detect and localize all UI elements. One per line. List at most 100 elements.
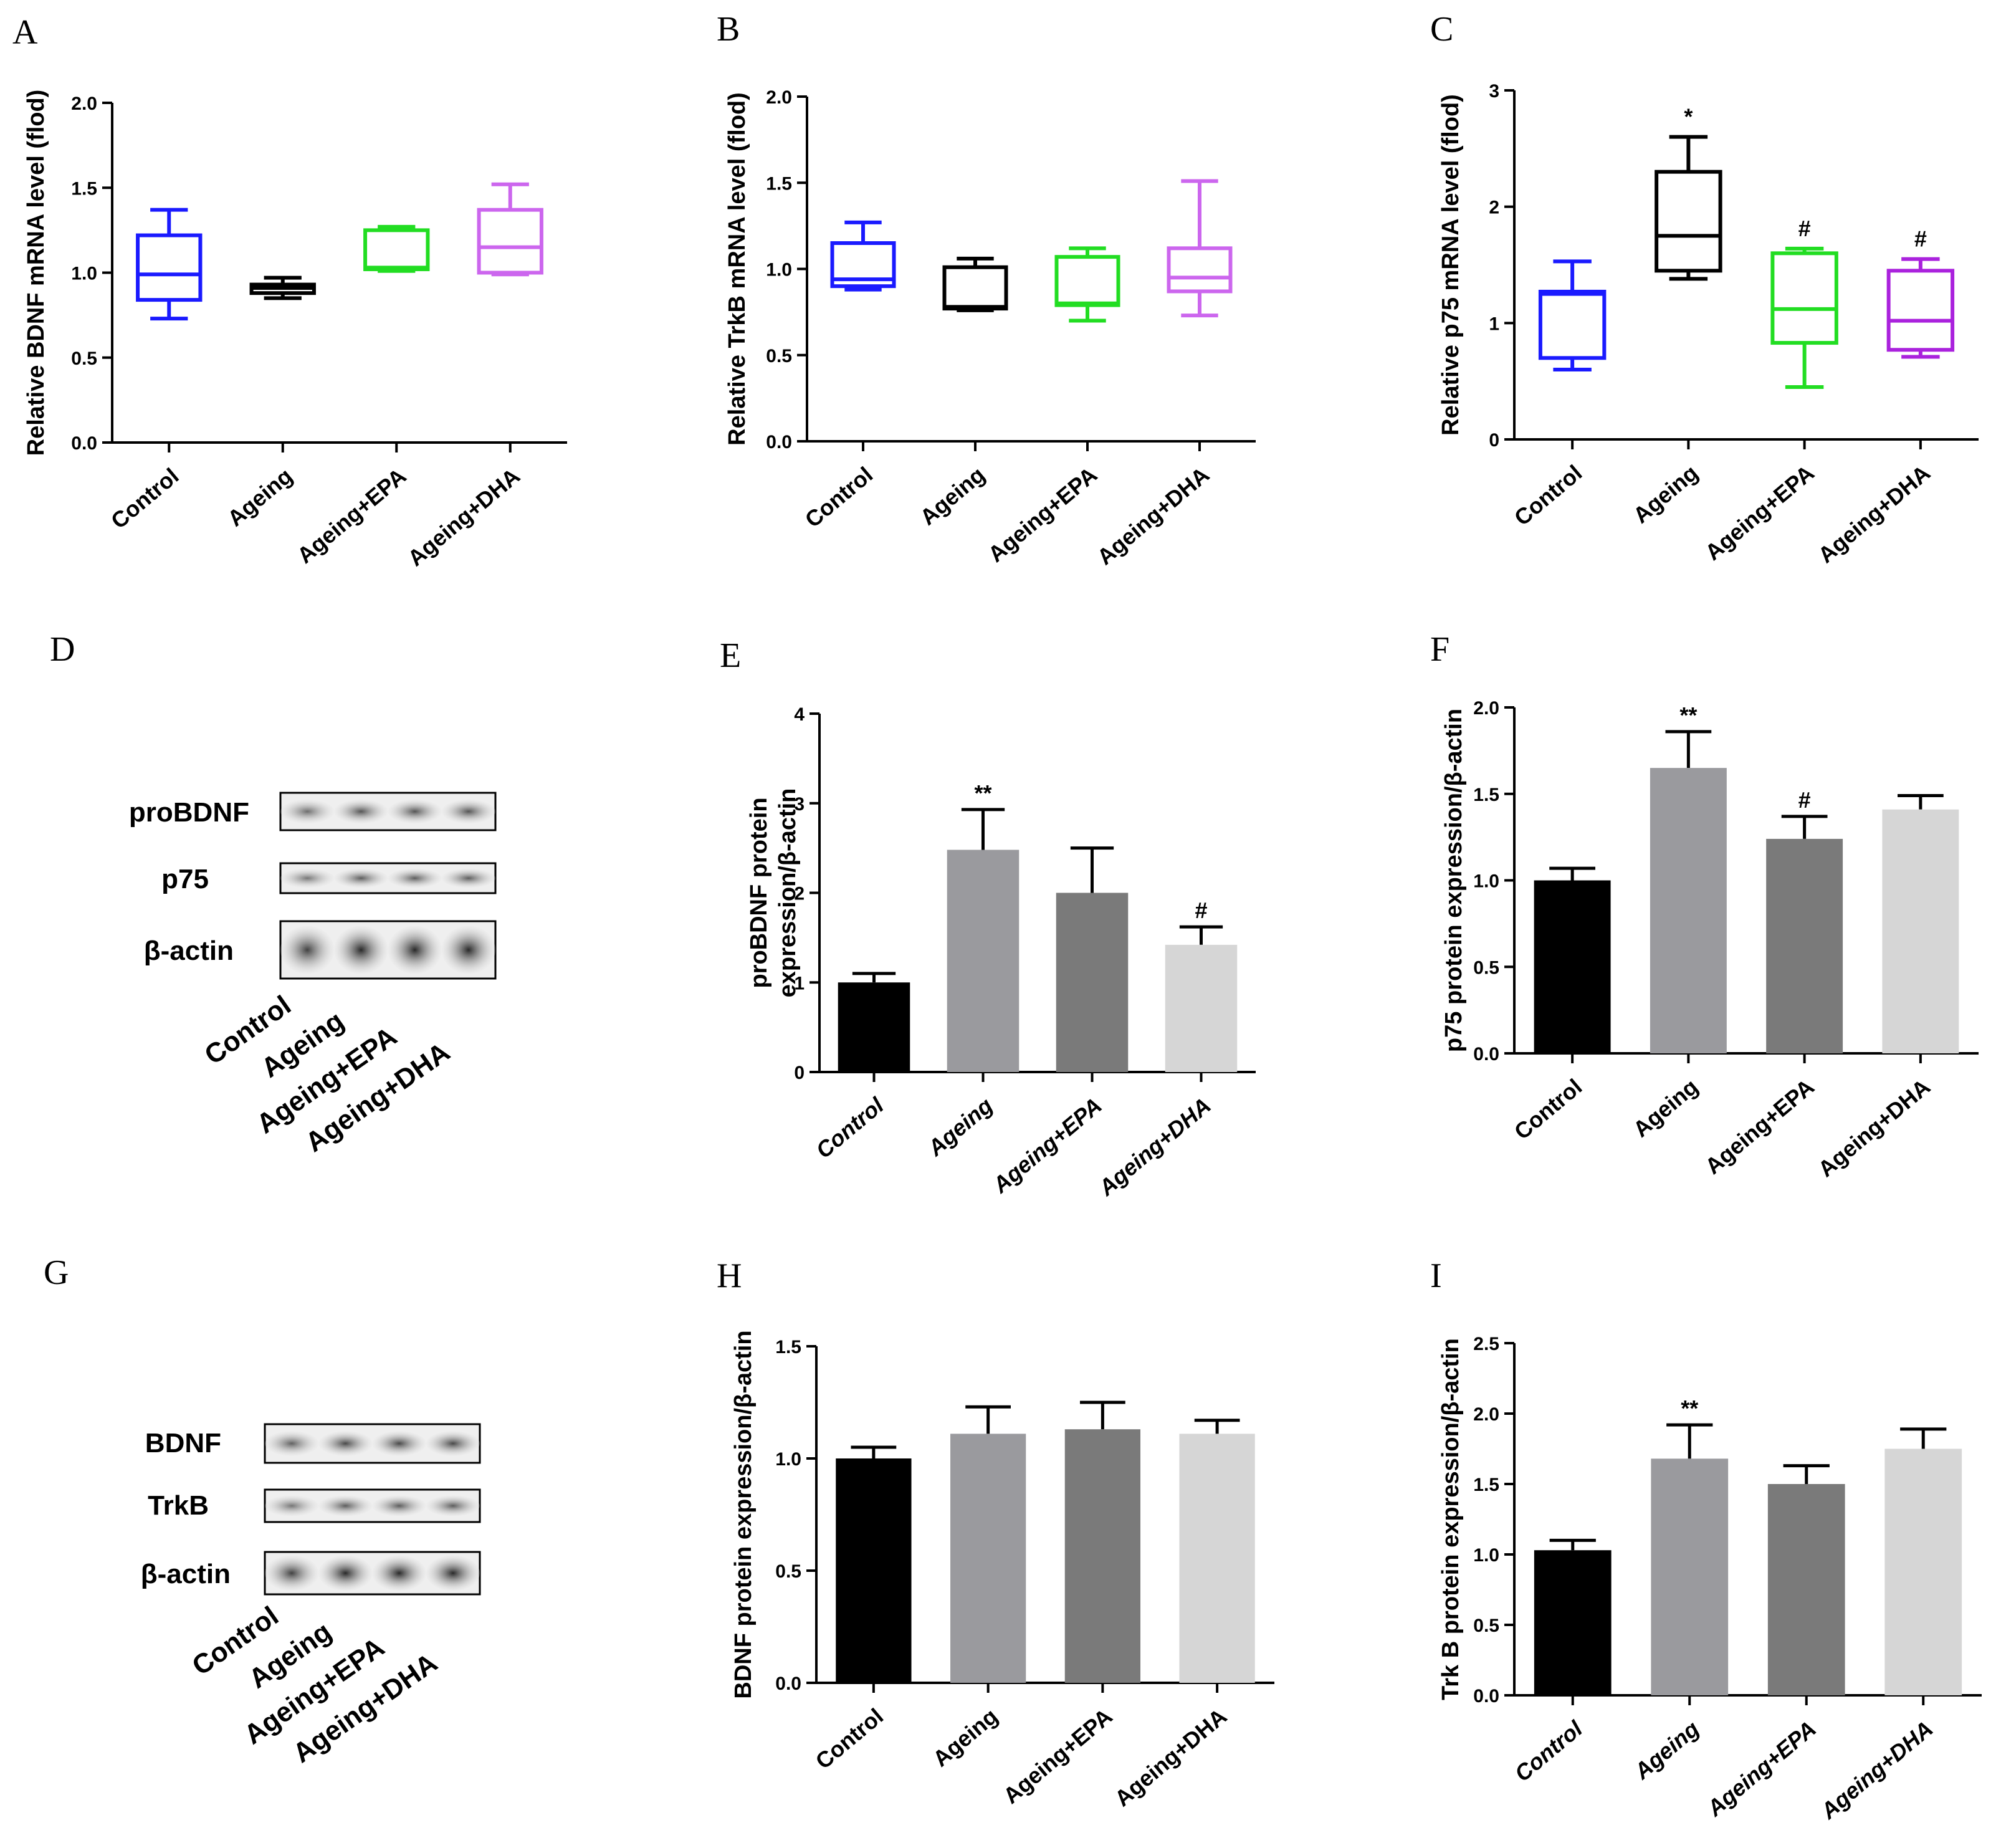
blot-band	[334, 868, 388, 888]
bar-rect	[1650, 768, 1727, 1053]
bar-3	[1056, 846, 1129, 1072]
y-tick-label: 1.0	[71, 264, 97, 284]
blot-band	[318, 1495, 373, 1516]
y-tick-label: 0.5	[1473, 957, 1499, 978]
y-axis-label: p75 protein expression/β-actin	[1441, 709, 1467, 1052]
category-label: Ageing+DHA	[403, 463, 525, 571]
y-tick-label: 0.0	[71, 433, 97, 454]
panel-c: C 0 1 2 3 Relative p75 mRNA level (flod) Contr…	[1430, 10, 1979, 568]
category-label: Ageing+EPA	[1700, 1074, 1819, 1179]
y-tick-label: 4	[794, 704, 805, 725]
y-tick-label: 1.0	[1473, 1545, 1499, 1566]
y-axis-label: Relative BDNF mRNA level (flod)	[23, 90, 49, 456]
y-tick-label: 2.0	[766, 87, 792, 108]
box-rect	[1655, 170, 1722, 273]
category-label: Ageing	[1628, 1074, 1703, 1142]
blot-band	[334, 926, 388, 974]
y-tick-label: 1.0	[766, 260, 792, 280]
blot-band	[388, 868, 442, 888]
panel-label: I	[1430, 1257, 1442, 1295]
y-tick-label: 0	[1489, 430, 1499, 451]
box-1	[1538, 259, 1607, 371]
box-rect	[1054, 255, 1120, 307]
category-label: Ageing+DHA	[1092, 462, 1214, 570]
y-tick-label: 1.5	[775, 1337, 801, 1357]
y-tick-label: 2.0	[71, 93, 97, 114]
bar-4: #	[1165, 898, 1238, 1072]
bar-2: **	[1650, 702, 1727, 1053]
blot-row-1: BDNF	[145, 1423, 481, 1464]
significance-mark: **	[1679, 702, 1697, 728]
category-label: Ageing+EPA	[1700, 460, 1819, 565]
blot-row-label: β-actin	[141, 1559, 231, 1589]
box-rect	[1538, 289, 1607, 360]
bar-4	[1179, 1419, 1255, 1683]
bar-1	[836, 1445, 912, 1683]
blot-band	[426, 1431, 480, 1456]
y-tick-label: 2.0	[1473, 1404, 1499, 1425]
category-label: Ageing+DHA	[1110, 1703, 1232, 1811]
bar-rect	[1884, 1448, 1962, 1695]
panel-label: H	[717, 1257, 742, 1295]
y-tick-label: 0.0	[1473, 1686, 1499, 1707]
panel-label: D	[50, 630, 75, 669]
box-rect	[1770, 251, 1838, 345]
bar-rect	[1767, 1484, 1845, 1695]
blot-row-label: BDNF	[145, 1428, 221, 1458]
panel-d: DproBDNFp75β-actinControlAgeingAgeing+EP…	[50, 630, 497, 1158]
box-2	[942, 256, 1008, 312]
y-axis-label: Relative TrkB mRNA level (flod)	[724, 92, 750, 446]
blot-row-1: proBDNF	[129, 792, 497, 831]
blot-band	[372, 1495, 426, 1516]
significance-mark: #	[1798, 216, 1811, 241]
box-rect	[1167, 246, 1233, 294]
bar-rect	[1534, 1550, 1612, 1695]
box-rect	[942, 265, 1008, 311]
box-2	[249, 275, 316, 300]
bar-1	[1534, 1538, 1612, 1695]
bar-2: **	[947, 780, 1020, 1072]
blot-row-label: p75	[161, 864, 209, 894]
y-axis-label: Trk B protein expression/β-actin	[1438, 1338, 1464, 1700]
bar-2: **	[1651, 1396, 1729, 1695]
bar-4	[1882, 794, 1959, 1053]
blot-band	[280, 799, 335, 824]
blot-band	[388, 799, 442, 824]
blot-band	[265, 1495, 319, 1516]
bar-4	[1884, 1427, 1962, 1695]
bar-1	[838, 972, 910, 1072]
box-3	[363, 224, 430, 273]
y-tick-label: 1.5	[1473, 1475, 1499, 1495]
category-label: Control	[1509, 460, 1587, 531]
y-axis-label: Relative p75 mRNA level (flod)	[1438, 94, 1464, 436]
category-label: Control	[800, 462, 877, 533]
category-label: Ageing+DHA	[1815, 1716, 1937, 1824]
blot-band	[372, 1431, 426, 1456]
panel-a: A 0.0 0.5 1.0 1.5 2.0 Relative BDNF mRNA level…	[12, 13, 567, 571]
panel-label: B	[717, 10, 740, 49]
blot-band	[426, 1495, 480, 1516]
y-tick-label: 1	[1489, 314, 1499, 334]
box-rect	[363, 228, 430, 272]
panel-b: B 0.0 0.5 1.0 1.5 2.0 Relative TrkB mRNA level…	[717, 10, 1256, 570]
blot-row-2: p75	[161, 862, 497, 894]
panel-label: A	[12, 13, 38, 52]
significance-mark: *	[1684, 104, 1693, 130]
y-axis-label: BDNF protein expression/β-actin	[730, 1330, 757, 1698]
category-label: Ageing+EPA	[292, 463, 411, 568]
y-tick-label: 0.5	[71, 348, 97, 369]
y-tick-label: 2.0	[1473, 698, 1499, 719]
y-tick-label: 1.5	[71, 178, 97, 199]
y-tick-label: 0.0	[775, 1673, 801, 1694]
panel-h: H 0.0 0.5 1.0 1.5 BDNF protein expression/β-a…	[717, 1257, 1274, 1811]
bar-rect	[1882, 809, 1959, 1053]
box-4: #	[1886, 226, 1955, 359]
category-label: Ageing+EPA	[983, 462, 1102, 567]
bar-1	[1534, 866, 1611, 1053]
y-tick-label: 0.0	[1473, 1044, 1499, 1065]
bar-rect	[1064, 1429, 1141, 1683]
bar-3	[1064, 1400, 1141, 1683]
bar-3	[1767, 1464, 1845, 1695]
category-label: Ageing+EPA	[998, 1703, 1117, 1809]
